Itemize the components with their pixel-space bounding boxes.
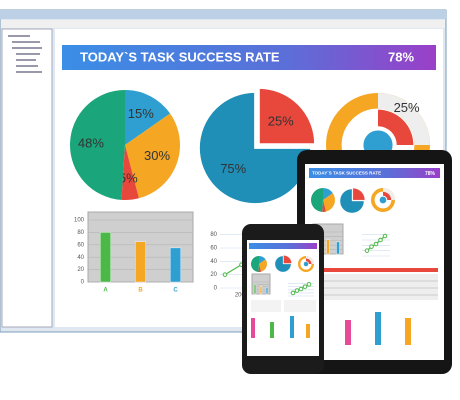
- bar: [259, 286, 263, 295]
- header-rate: 78%: [388, 49, 414, 64]
- header-title: TODAY`S TASK SUCCESS RATE: [80, 49, 280, 64]
- line-point: [369, 244, 374, 249]
- slice-label: 25%: [394, 100, 420, 115]
- pie-slice: [259, 259, 267, 272]
- bar: [135, 241, 146, 283]
- doughnut-slice: [383, 191, 392, 200]
- inner-ring: [379, 196, 387, 204]
- doughnut-gap: [378, 93, 430, 145]
- pie-slice: [125, 113, 180, 199]
- pie-slice: [70, 90, 125, 200]
- line-point: [298, 286, 304, 292]
- y-tick-label: 0: [214, 286, 218, 292]
- line-point: [382, 233, 388, 239]
- bar: [265, 287, 269, 295]
- bar: [326, 239, 330, 255]
- y-tick-label: 80: [210, 232, 217, 238]
- bar: [100, 232, 111, 283]
- slice-label: 5%: [119, 170, 138, 185]
- line-point: [306, 282, 312, 287]
- pie-slice: [259, 256, 266, 264]
- doughnut-gap: [383, 188, 395, 200]
- y-tick-label: 60: [210, 246, 217, 252]
- line-point: [222, 272, 228, 277]
- bar: [253, 284, 257, 295]
- slice-label: 48%: [78, 135, 104, 150]
- line-point: [373, 241, 379, 247]
- x-tick-label: C: [173, 288, 178, 294]
- slice-label: 25%: [268, 114, 294, 129]
- y-tick-label: 80: [77, 230, 84, 236]
- x-tick-label: 2006: [235, 293, 249, 299]
- x-tick-label: B: [138, 288, 143, 294]
- pie-slice: [121, 145, 139, 200]
- tablet-header-title: TODAY`S TASK SUCCESS RATE: [312, 171, 381, 176]
- y-tick-label: 40: [210, 259, 217, 265]
- tablet-header-rate: 78%: [425, 171, 436, 177]
- x-tick-label: A: [103, 288, 108, 294]
- line-point: [364, 248, 370, 253]
- y-tick-label: 100: [74, 218, 85, 224]
- phone-dashboard: [251, 255, 315, 297]
- doughnut-gap: [306, 256, 314, 264]
- slice-label: 75%: [220, 161, 246, 176]
- pie-slice: [323, 188, 333, 200]
- pie-slice: [258, 264, 262, 272]
- line-point: [302, 284, 308, 289]
- pie-slice: [311, 188, 323, 212]
- pie-slice: [251, 256, 259, 272]
- y-tick-label: 20: [210, 272, 217, 278]
- phone: [242, 224, 324, 374]
- y-tick-label: 0: [81, 280, 85, 286]
- slice-label: 30%: [144, 148, 170, 163]
- pie-slice: [283, 255, 292, 264]
- inner-ring: [303, 261, 309, 267]
- slice-label: 15%: [128, 106, 154, 121]
- line-point: [294, 288, 300, 293]
- line-point: [378, 237, 383, 243]
- pie-slice: [125, 90, 171, 145]
- y-tick-label: 60: [77, 242, 84, 248]
- pie-slice: [258, 87, 316, 145]
- doughnut-slice: [378, 109, 414, 145]
- pie-slice: [274, 255, 292, 273]
- y-tick-label: 40: [77, 255, 84, 261]
- doughnut-slice: [306, 258, 312, 264]
- pie-slice: [322, 200, 327, 212]
- y-tick-label: 20: [77, 267, 84, 273]
- bar: [170, 247, 181, 283]
- pie-slice: [323, 193, 335, 212]
- pie-slice: [352, 187, 366, 201]
- line-point: [290, 290, 296, 296]
- bar: [336, 241, 340, 255]
- pie-slice: [339, 188, 365, 214]
